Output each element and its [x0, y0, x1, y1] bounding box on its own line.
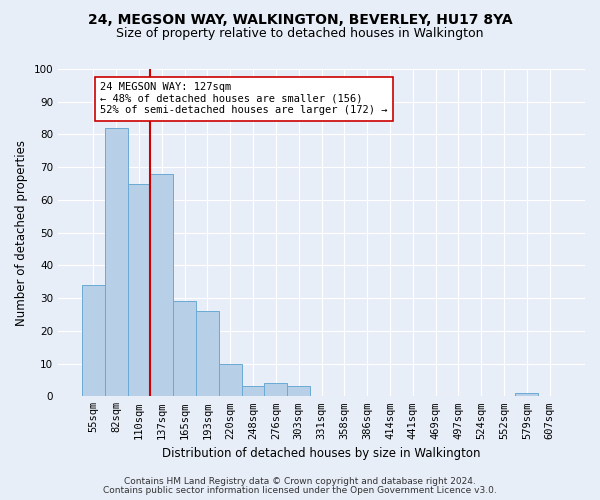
- Bar: [265, 383, 287, 396]
- Bar: [242, 386, 265, 396]
- Text: 24, MEGSON WAY, WALKINGTON, BEVERLEY, HU17 8YA: 24, MEGSON WAY, WALKINGTON, BEVERLEY, HU…: [88, 12, 512, 26]
- Text: Size of property relative to detached houses in Walkington: Size of property relative to detached ho…: [116, 28, 484, 40]
- Bar: [515, 393, 538, 396]
- Text: Contains HM Land Registry data © Crown copyright and database right 2024.: Contains HM Land Registry data © Crown c…: [124, 477, 476, 486]
- Bar: [128, 184, 151, 396]
- Text: 24 MEGSON WAY: 127sqm
← 48% of detached houses are smaller (156)
52% of semi-det: 24 MEGSON WAY: 127sqm ← 48% of detached …: [100, 82, 388, 116]
- X-axis label: Distribution of detached houses by size in Walkington: Distribution of detached houses by size …: [162, 447, 481, 460]
- Bar: [287, 386, 310, 396]
- Bar: [219, 364, 242, 396]
- Bar: [151, 174, 173, 396]
- Y-axis label: Number of detached properties: Number of detached properties: [15, 140, 28, 326]
- Bar: [196, 311, 219, 396]
- Bar: [105, 128, 128, 396]
- Bar: [82, 285, 105, 397]
- Bar: [173, 302, 196, 396]
- Text: Contains public sector information licensed under the Open Government Licence v3: Contains public sector information licen…: [103, 486, 497, 495]
